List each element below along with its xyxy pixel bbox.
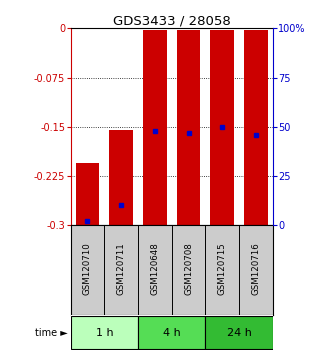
Bar — [211, 30, 234, 225]
Text: GSM120708: GSM120708 — [184, 242, 193, 295]
Text: 4 h: 4 h — [163, 327, 181, 338]
Text: GSM120715: GSM120715 — [218, 242, 227, 295]
Text: GSM120710: GSM120710 — [83, 242, 92, 295]
Bar — [244, 30, 268, 225]
Bar — [76, 163, 99, 225]
Text: GSM120648: GSM120648 — [150, 242, 160, 295]
Text: GSM120716: GSM120716 — [251, 242, 261, 295]
Bar — [143, 30, 167, 225]
Text: time ►: time ► — [35, 327, 67, 338]
Text: GSM120711: GSM120711 — [117, 242, 126, 295]
FancyBboxPatch shape — [71, 316, 138, 349]
Text: 24 h: 24 h — [227, 327, 252, 338]
Text: 1 h: 1 h — [96, 327, 113, 338]
FancyBboxPatch shape — [138, 316, 205, 349]
FancyBboxPatch shape — [205, 316, 273, 349]
Bar — [109, 130, 133, 225]
Bar — [177, 30, 200, 225]
Title: GDS3433 / 28058: GDS3433 / 28058 — [113, 14, 230, 27]
